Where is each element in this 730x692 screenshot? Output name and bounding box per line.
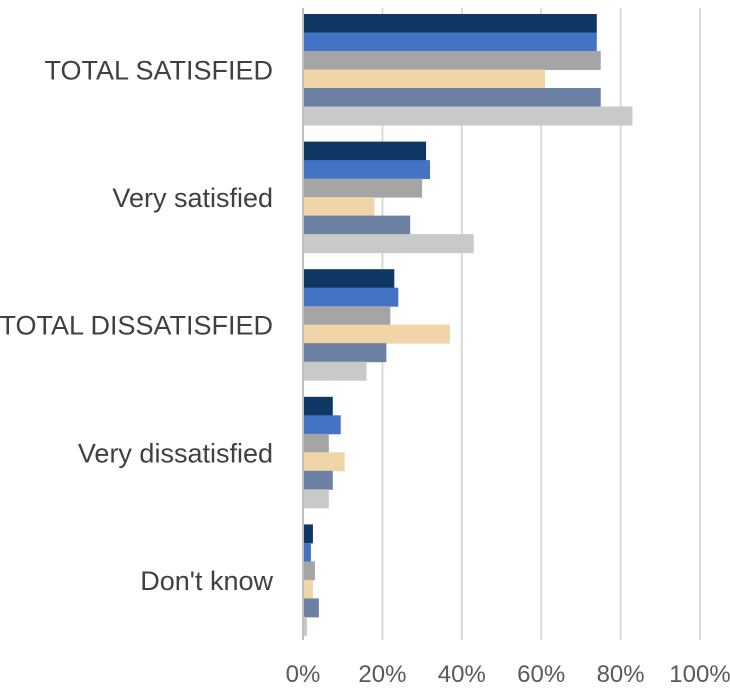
bar-2-4 xyxy=(303,343,387,363)
bar-2-3 xyxy=(303,324,450,344)
bar-4-0 xyxy=(303,524,313,544)
bar-2-1 xyxy=(303,287,399,307)
bar-4-4 xyxy=(303,598,319,618)
category-label-4: Don't know xyxy=(140,566,273,596)
bar-3-3 xyxy=(303,452,345,472)
bar-3-2 xyxy=(303,433,329,453)
bar-3-4 xyxy=(303,470,333,490)
bar-1-1 xyxy=(303,160,431,180)
category-labels: TOTAL SATISFIED Very satisfied TOTAL DISSA… xyxy=(0,56,273,596)
category-label-2: TOTAL DISSATISFIED xyxy=(0,311,273,341)
bar-4-5 xyxy=(303,616,307,636)
bar-3-5 xyxy=(303,489,329,509)
bar-0-4 xyxy=(303,88,601,107)
bar-1-2 xyxy=(303,178,423,198)
bar-1-3 xyxy=(303,197,375,217)
bars xyxy=(303,14,633,636)
category-label-1: Very satisfied xyxy=(112,183,273,213)
x-tick-label-2: 40% xyxy=(438,661,486,688)
bar-2-5 xyxy=(303,361,367,381)
x-tick-label-4: 80% xyxy=(597,661,645,688)
bar-1-0 xyxy=(303,141,427,161)
x-tick-label-5: 100% xyxy=(669,661,730,688)
bar-3-0 xyxy=(303,396,333,416)
bar-1-4 xyxy=(303,215,411,235)
category-label-3: Very dissatisfied xyxy=(78,438,273,468)
bar-0-3 xyxy=(303,69,546,89)
bar-3-1 xyxy=(303,415,341,435)
bar-0-5 xyxy=(303,106,633,126)
x-tick-label-1: 20% xyxy=(358,661,406,688)
bar-1-5 xyxy=(303,234,474,254)
bar-4-2 xyxy=(303,561,315,581)
category-label-0: TOTAL SATISFIED xyxy=(44,56,273,86)
x-tick-label-3: 60% xyxy=(517,661,565,688)
bar-4-1 xyxy=(303,542,311,562)
bar-0-0 xyxy=(303,14,597,33)
bar-0-1 xyxy=(303,32,597,52)
bar-4-3 xyxy=(303,579,313,599)
x-tick-label-0: 0% xyxy=(286,661,321,688)
bar-0-2 xyxy=(303,51,601,70)
bar-2-2 xyxy=(303,306,391,326)
bar-2-0 xyxy=(303,269,395,289)
x-tick-labels: 0% 20% 40% 60% 80% 100% xyxy=(286,661,730,688)
